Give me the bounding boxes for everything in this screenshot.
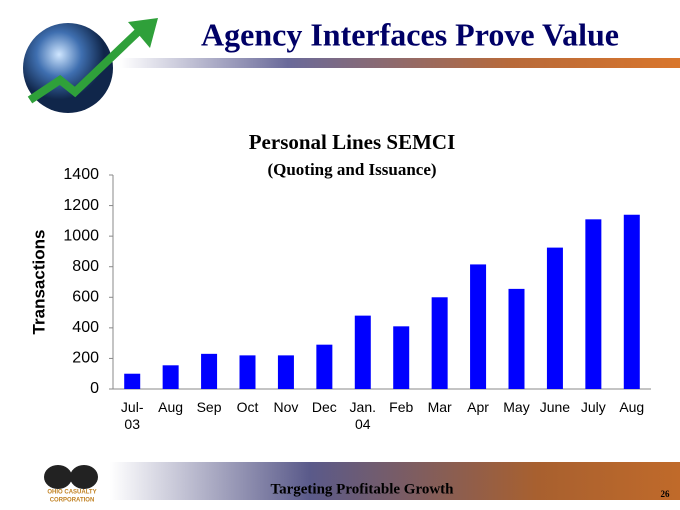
bar xyxy=(393,326,410,389)
bar xyxy=(470,264,487,389)
x-tick-label: Dec xyxy=(311,399,337,415)
x-tick-label: Aug xyxy=(619,399,645,415)
slide-title: Agency Interfaces Prove Value xyxy=(201,16,619,52)
bar xyxy=(623,214,640,389)
y-tick-label: 0 xyxy=(90,380,99,397)
x-tick-label: Apr xyxy=(467,399,489,415)
logo-mark xyxy=(70,465,98,489)
logo-text: CORPORATION xyxy=(50,498,95,504)
x-tick-label: Jul- 03 xyxy=(120,399,144,432)
bar xyxy=(277,355,294,389)
x-tick-label: Oct xyxy=(236,399,259,415)
bar xyxy=(431,297,448,389)
x-tick-label: July xyxy=(580,399,606,415)
y-tick-label: 200 xyxy=(72,350,99,367)
bar xyxy=(124,373,141,389)
bar xyxy=(239,355,256,389)
y-tick-label: 600 xyxy=(72,289,99,306)
y-tick-label: 1000 xyxy=(63,227,99,244)
header-bar xyxy=(120,58,680,68)
logo-text: OHIO CASUALTY xyxy=(47,490,96,496)
bar xyxy=(162,365,179,389)
arrow-head xyxy=(128,18,158,48)
x-tick-label: Feb xyxy=(389,399,414,415)
y-tick-label: 1200 xyxy=(63,197,99,214)
x-tick-label: Sep xyxy=(196,399,222,415)
arrow xyxy=(27,27,143,104)
page-number: 26 xyxy=(661,489,671,499)
bar xyxy=(354,315,371,389)
y-tick-label: 1400 xyxy=(63,166,99,183)
bar xyxy=(316,344,333,389)
bar xyxy=(508,288,525,389)
chart-subtitle: (Quoting and Issuance) xyxy=(267,160,436,179)
x-tick-label: May xyxy=(503,399,530,415)
y-axis-label: Transactions xyxy=(29,230,48,335)
x-tick-label: Nov xyxy=(273,399,299,415)
bar xyxy=(546,247,563,389)
x-tick-label: Mar xyxy=(427,399,452,415)
logo-mark xyxy=(44,465,72,489)
footer-text: Targeting Profitable Growth xyxy=(270,481,454,497)
chart-title: Personal Lines SEMCI xyxy=(249,130,456,154)
y-tick-label: 400 xyxy=(72,319,99,336)
x-tick-label: June xyxy=(539,399,571,415)
bar xyxy=(585,219,602,389)
footer-bar xyxy=(110,462,680,500)
bar xyxy=(201,353,218,389)
y-tick-label: 800 xyxy=(72,258,99,275)
x-tick-label: Jan. 04 xyxy=(349,399,377,432)
x-tick-label: Aug xyxy=(158,399,184,415)
